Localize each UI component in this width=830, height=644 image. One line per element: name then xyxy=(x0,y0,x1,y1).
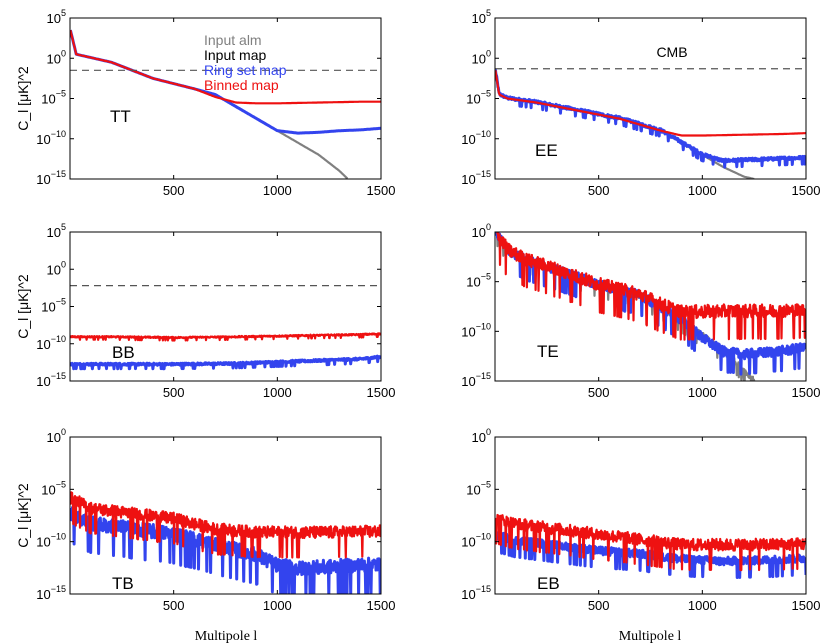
y-tick-label: 10−5 xyxy=(466,272,491,290)
series-ring_set_map-bb xyxy=(70,354,381,371)
panel-label-te: TE xyxy=(537,342,559,361)
x-tick-label: 500 xyxy=(588,598,610,613)
panel-label-eb: EB xyxy=(537,574,560,593)
plot-frame xyxy=(494,436,807,595)
series-binned_map-ee xyxy=(495,70,806,137)
y-tick-label: 10−5 xyxy=(41,297,66,315)
y-tick-label: 10−10 xyxy=(36,129,66,147)
series-binned_map-tt xyxy=(70,29,381,105)
x-tick-label: 1500 xyxy=(792,385,821,400)
panel-label-ee: EE xyxy=(535,141,558,160)
plot-frame xyxy=(494,231,807,382)
panel-bb: 500 1000 1500 10−15 10−10 10−5 100 105 BB C_l [μK… xyxy=(15,222,395,400)
y-axis-label: C_l [μK]^2 xyxy=(15,274,31,339)
panel-tt: 500 1000 1500 10−15 10−10 10−5 100 105 TT C_l [μK… xyxy=(15,8,395,198)
y-tick-label: 10−15 xyxy=(36,371,66,389)
y-tick-label: 10−15 xyxy=(461,371,491,389)
y-tick-label: 10−5 xyxy=(41,479,66,497)
series-binned_map-bb xyxy=(70,332,381,342)
series-binned_map-tb xyxy=(70,491,381,559)
legend-input-alm: Input alm xyxy=(204,32,262,48)
y-tick-label: 10−10 xyxy=(461,129,491,147)
plot-frame xyxy=(69,436,382,595)
y-tick-label: 10−15 xyxy=(36,169,66,187)
y-tick-label: 100 xyxy=(472,222,491,240)
panel-tb: 500 1000 1500 10−15 10−10 10−5 100 TB C_l [μK]^2 xyxy=(15,427,395,613)
x-tick-label: 500 xyxy=(163,183,185,198)
y-tick-label: 10−10 xyxy=(461,321,491,339)
x-tick-label: 500 xyxy=(588,385,610,400)
x-tick-label: 1000 xyxy=(688,183,717,198)
x-tick-label: 500 xyxy=(163,598,185,613)
y-axis-label: C_l [μK]^2 xyxy=(15,66,31,131)
y-tick-label: 100 xyxy=(47,259,66,277)
y-axis-label: C_l [μK]^2 xyxy=(15,483,31,548)
panel-te: 500 1000 1500 10−15 10−10 10−5 100 TE xyxy=(461,222,820,400)
series-binned_map-eb xyxy=(495,513,806,572)
legend-input-map: Input map xyxy=(204,47,266,63)
x-axis-label-left: Multipole l xyxy=(195,629,258,644)
y-tick-label: 10−10 xyxy=(461,532,491,550)
y-tick-label: 10−5 xyxy=(41,89,66,107)
x-tick-label: 1000 xyxy=(263,183,292,198)
panel-label-bb: BB xyxy=(112,343,135,362)
legend-ring-set-map: Ring set map xyxy=(204,62,287,78)
x-tick-label: 1500 xyxy=(792,183,821,198)
x-tick-label: 1500 xyxy=(367,183,396,198)
x-axis-label-right: Multipole l xyxy=(619,629,682,644)
y-tick-label: 10−10 xyxy=(36,532,66,550)
legend-binned-map: Binned map xyxy=(204,77,279,93)
y-tick-label: 100 xyxy=(472,427,491,445)
series-binned_map-te xyxy=(496,232,806,341)
y-tick-label: 105 xyxy=(47,222,66,240)
y-tick-label: 100 xyxy=(47,427,66,445)
x-tick-label: 500 xyxy=(588,183,610,198)
x-tick-label: 1500 xyxy=(367,598,396,613)
y-tick-label: 10−5 xyxy=(466,89,491,107)
x-tick-label: 1000 xyxy=(688,385,717,400)
cmb-label: CMB xyxy=(656,44,687,60)
x-tick-label: 500 xyxy=(163,385,185,400)
y-tick-label: 100 xyxy=(472,48,491,66)
y-tick-label: 100 xyxy=(47,48,66,66)
x-tick-label: 1000 xyxy=(263,385,292,400)
y-tick-label: 10−15 xyxy=(461,169,491,187)
y-tick-label: 105 xyxy=(472,8,491,26)
panel-eb: 500 1000 1500 10−15 10−10 10−5 100 EB xyxy=(461,427,820,613)
panel-label-tb: TB xyxy=(112,574,134,593)
y-tick-label: 10−5 xyxy=(466,479,491,497)
panel-ee: 500 1000 1500 10−15 10−10 10−5 100 105 EE xyxy=(461,8,820,198)
y-tick-label: 10−10 xyxy=(36,334,66,352)
panel-label-tt: TT xyxy=(110,107,131,126)
x-tick-label: 1500 xyxy=(367,385,396,400)
y-tick-label: 10−15 xyxy=(36,584,66,602)
x-tick-label: 1500 xyxy=(792,598,821,613)
x-tick-label: 1000 xyxy=(688,598,717,613)
y-tick-label: 105 xyxy=(47,8,66,26)
y-tick-label: 10−15 xyxy=(461,584,491,602)
x-tick-label: 1000 xyxy=(263,598,292,613)
